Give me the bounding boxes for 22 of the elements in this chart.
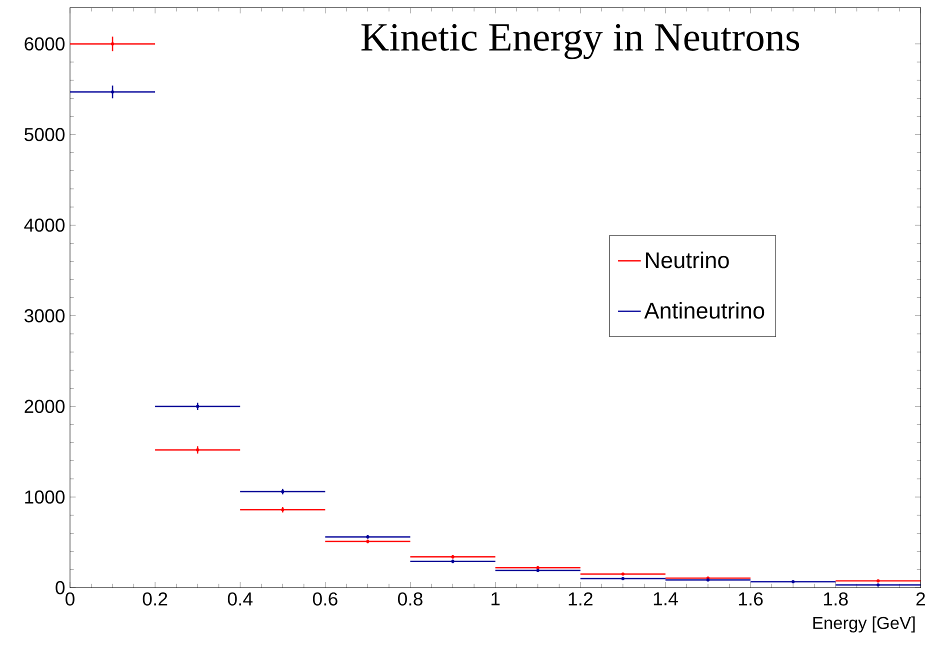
x-tick-label: 2 [916,592,925,606]
x-tick-label: 1.6 [738,592,763,606]
y-tick-label: 6000 [24,37,65,51]
chart-title: Kinetic Energy in Neutrons [361,24,800,60]
y-tick-label: 1000 [25,490,65,504]
x-tick-label: 1 [492,592,500,606]
legend-label: Antineutrino [644,302,764,319]
y-tick-label: 2000 [24,400,65,414]
y-tick-label: 3000 [24,309,65,322]
legend-label: Neutrino [646,252,729,268]
x-tick-label: 0 [66,592,74,606]
x-tick-label: 0.4 [228,592,253,606]
x-axis-title: Energy [GeV] [813,616,915,633]
x-tick-label: 1.4 [654,592,678,606]
x-tick-label: 0.6 [312,592,338,606]
y-tick-label: 4000 [24,218,65,232]
x-tick-label: 1.2 [568,592,592,606]
x-tick-label: 0.8 [398,592,422,606]
y-tick-label: 0 [56,581,65,594]
x-tick-label: 1.8 [824,592,848,606]
x-tick-label: 0.2 [142,592,168,606]
y-tick-label: 5000 [24,128,65,142]
